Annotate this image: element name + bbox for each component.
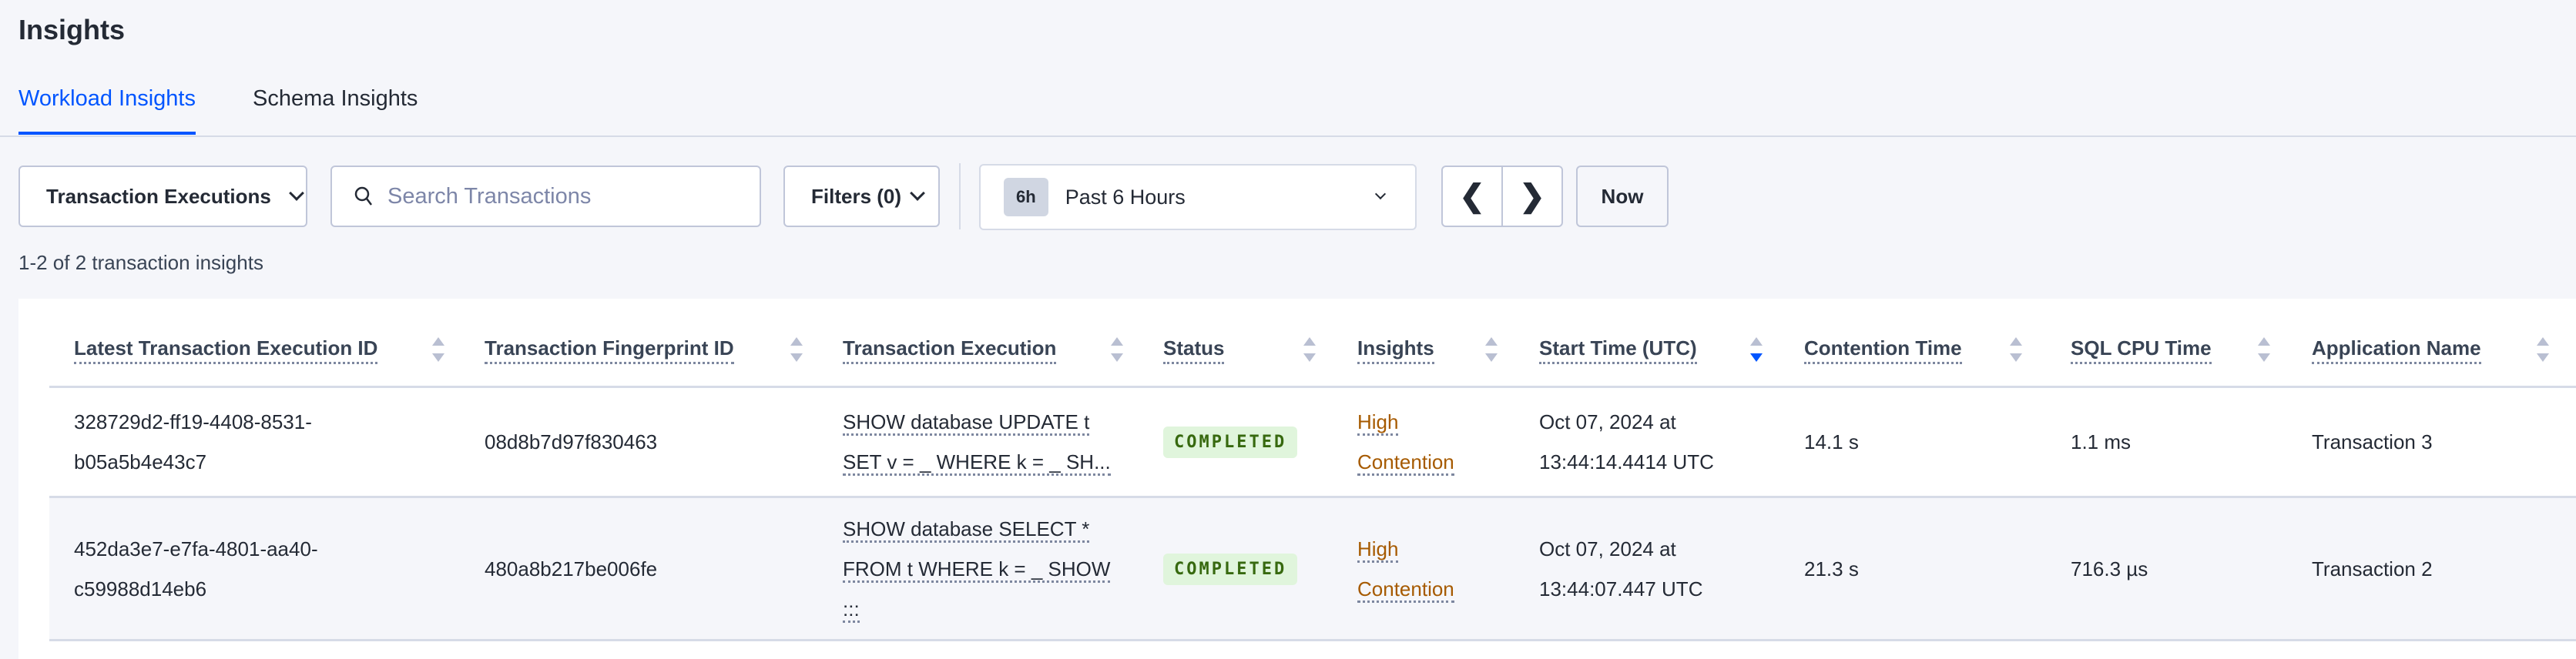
sort-icon[interactable] [2010, 337, 2022, 362]
filters-button[interactable]: Filters (0) [783, 166, 940, 227]
col-header-cpu[interactable]: SQL CPU Time [2071, 334, 2212, 364]
time-range-label: Past 6 Hours [1065, 185, 1186, 209]
execution-line: ::: [843, 597, 860, 623]
time-badge: 6h [1004, 178, 1048, 216]
col-header-insights[interactable]: Insights [1357, 334, 1434, 364]
start-time: 13:44:07.447 UTC [1539, 577, 1703, 600]
tab-workload-insights[interactable]: Workload Insights [18, 86, 196, 135]
sort-icon[interactable] [1485, 337, 1498, 362]
insight-line: Contention [1357, 577, 1454, 603]
page-title: Insights [18, 14, 126, 45]
status-badge: COMPLETED [1163, 554, 1298, 585]
chevron-down-icon [288, 186, 304, 201]
execution-line: SHOW database SELECT * [843, 517, 1090, 543]
search-icon [354, 186, 372, 206]
toolbar-divider [959, 163, 961, 229]
insight-line: High [1357, 410, 1399, 436]
status-badge: COMPLETED [1163, 427, 1298, 458]
results-count: 1-2 of 2 transaction insights [18, 251, 263, 274]
contention-cell: 21.3 s [1804, 557, 1859, 580]
table-row[interactable]: 328729d2-ff19-4408-8531- b05a5b4e43c7 08d… [49, 388, 2576, 498]
execution-cell[interactable]: SHOW database SELECT * FROM t WHERE k = _… [843, 509, 1111, 629]
chevron-down-icon [1374, 188, 1387, 200]
now-button[interactable]: Now [1576, 166, 1669, 227]
insight-line: High [1357, 537, 1399, 563]
cpu-cell: 1.1 ms [2071, 430, 2132, 453]
exec-id-cell[interactable]: 328729d2-ff19-4408-8531- b05a5b4e43c7 [74, 402, 312, 482]
exec-id-cell[interactable]: 452da3e7-e7fa-4801-aa40- c59988d14eb6 [74, 529, 318, 609]
app-cell: Transaction 3 [2312, 430, 2433, 453]
chevron-right-icon: ❯ [1519, 179, 1545, 213]
chevron-down-icon [910, 186, 925, 201]
sort-icon[interactable] [1111, 337, 1123, 362]
exec-id-line: 328729d2-ff19-4408-8531- [74, 410, 312, 433]
start-date: Oct 07, 2024 at [1539, 410, 1676, 433]
filters-label: Filters (0) [811, 184, 902, 208]
col-header-fingerprint[interactable]: Transaction Fingerprint ID [485, 334, 734, 364]
previous-button[interactable]: ❮ [1441, 166, 1503, 227]
execution-cell[interactable]: SHOW database UPDATE t SET v = _ WHERE k … [843, 402, 1111, 482]
col-header-execution[interactable]: Transaction Execution [843, 334, 1057, 364]
insight-line: Contention [1357, 450, 1454, 476]
search-input[interactable]: Search Transactions [330, 166, 761, 227]
col-header-contention[interactable]: Contention Time [1804, 334, 1962, 364]
tab-schema-insights[interactable]: Schema Insights [253, 86, 418, 111]
execution-line: SET v = _ WHERE k = _ SH... [843, 450, 1111, 476]
tab-bar: Workload Insights Schema Insights [0, 83, 2576, 137]
sort-icon[interactable] [432, 337, 444, 362]
table-row[interactable]: 452da3e7-e7fa-4801-aa40- c59988d14eb6 480… [49, 498, 2576, 641]
sort-icon[interactable] [790, 337, 803, 362]
col-header-app[interactable]: Application Name [2312, 334, 2481, 364]
time-range-select[interactable]: 6h Past 6 Hours [979, 164, 1417, 230]
view-select-label: Transaction Executions [46, 184, 271, 208]
chevron-left-icon: ❮ [1459, 179, 1485, 213]
fingerprint-cell[interactable]: 08d8b7d97f830463 [485, 430, 658, 453]
fingerprint-cell[interactable]: 480a8b217be006fe [485, 557, 658, 580]
exec-id-line: b05a5b4e43c7 [74, 450, 207, 473]
search-placeholder: Search Transactions [387, 183, 592, 209]
start-time-cell: Oct 07, 2024 at 13:44:14.4414 UTC [1539, 402, 1714, 482]
execution-line: SHOW database UPDATE t [843, 410, 1090, 436]
exec-id-line: 452da3e7-e7fa-4801-aa40- [74, 537, 318, 560]
start-time: 13:44:14.4414 UTC [1539, 450, 1714, 473]
insight-link[interactable]: High Contention [1357, 529, 1454, 609]
col-header-exec-id[interactable]: Latest Transaction Execution ID [74, 334, 378, 364]
sort-desc-icon[interactable] [1750, 337, 1763, 362]
start-time-cell: Oct 07, 2024 at 13:44:07.447 UTC [1539, 529, 1702, 609]
contention-cell: 14.1 s [1804, 430, 1859, 453]
now-label: Now [1601, 184, 1644, 208]
sort-icon[interactable] [2537, 337, 2549, 362]
insights-table: Latest Transaction Execution ID Transact… [18, 299, 2576, 659]
insight-link[interactable]: High Contention [1357, 402, 1454, 482]
start-date: Oct 07, 2024 at [1539, 537, 1676, 560]
next-button[interactable]: ❯ [1501, 166, 1563, 227]
cpu-cell: 716.3 µs [2071, 557, 2148, 580]
sort-icon[interactable] [1303, 337, 1316, 362]
table-header: Latest Transaction Execution ID Transact… [49, 299, 2576, 388]
execution-line: FROM t WHERE k = _ SHOW [843, 557, 1111, 583]
view-select[interactable]: Transaction Executions [18, 166, 307, 227]
app-cell: Transaction 2 [2312, 557, 2433, 580]
exec-id-line: c59988d14eb6 [74, 577, 207, 600]
sort-icon[interactable] [2258, 337, 2270, 362]
col-header-start-time[interactable]: Start Time (UTC) [1539, 334, 1697, 364]
col-header-status[interactable]: Status [1163, 334, 1225, 364]
